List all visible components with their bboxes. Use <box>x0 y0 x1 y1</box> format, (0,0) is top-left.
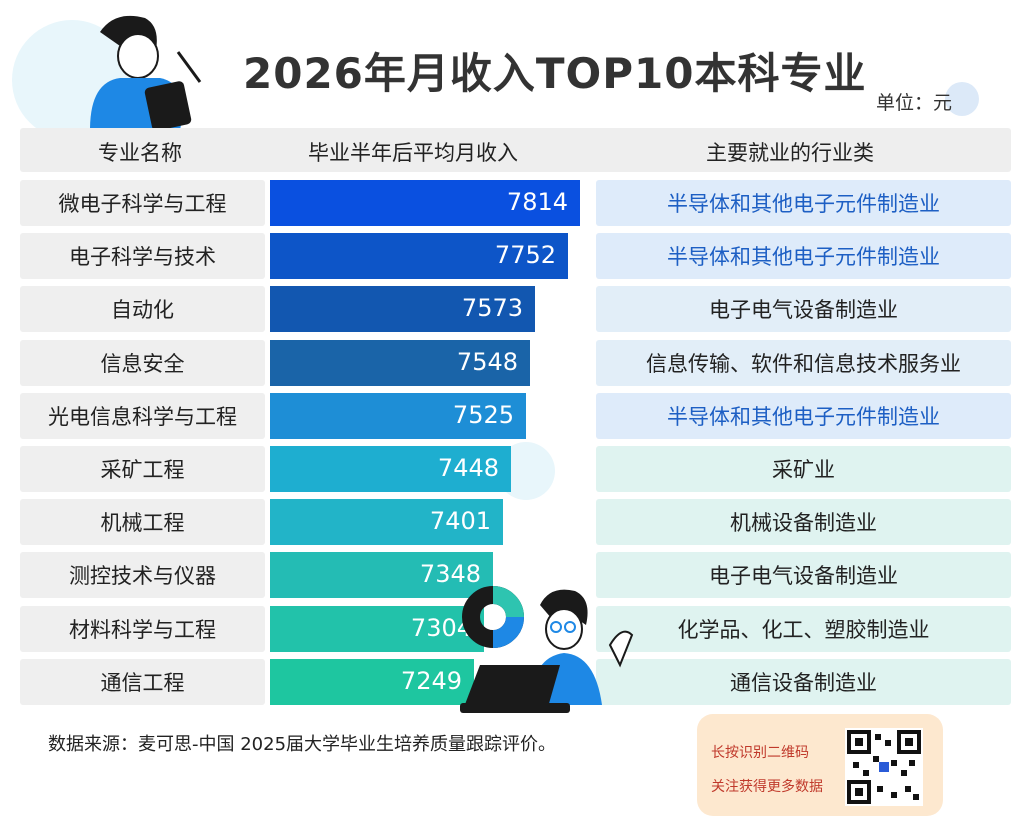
table-header: 专业名称 毕业半年后平均月收入 主要就业的行业类 <box>20 128 1011 172</box>
income-value: 7448 <box>437 454 499 482</box>
income-value: 7249 <box>400 667 462 695</box>
major-name: 微电子科学与工程 <box>20 180 265 226</box>
industry-label: 采矿业 <box>596 446 1011 492</box>
industry-label: 半导体和其他电子元件制造业 <box>596 233 1011 279</box>
unit-label: 单位：元 <box>876 92 953 114</box>
income-bar: 7814 <box>270 180 580 226</box>
income-value: 7573 <box>461 294 523 322</box>
data-source: 数据来源：麦可思-中国 2025届大学毕业生培养质量跟踪评价。 <box>48 734 557 755</box>
industry-label: 电子电气设备制造业 <box>596 552 1011 598</box>
person-with-tablet-illustration <box>90 15 202 130</box>
header-major: 专业名称 <box>98 141 182 165</box>
income-bar: 7249 <box>270 659 474 705</box>
income-value: 7348 <box>419 560 481 588</box>
major-name: 机械工程 <box>20 499 265 545</box>
major-name: 电子科学与技术 <box>20 233 265 279</box>
industry-label: 机械设备制造业 <box>596 499 1011 545</box>
qr-line2: 关注获得更多数据 <box>711 779 823 795</box>
income-value: 7401 <box>429 507 491 535</box>
income-value: 7304 <box>410 614 472 642</box>
income-bar: 7448 <box>270 446 511 492</box>
major-name: 采矿工程 <box>20 446 265 492</box>
income-value: 7752 <box>494 241 556 269</box>
header-industry: 主要就业的行业类 <box>706 141 874 165</box>
qr-card[interactable]: 长按识别二维码 关注获得更多数据 <box>697 714 943 816</box>
income-bar: 7548 <box>270 340 530 386</box>
income-bar: 7752 <box>270 233 568 279</box>
industry-label: 化学品、化工、塑胶制造业 <box>596 606 1011 652</box>
industry-label: 信息传输、软件和信息技术服务业 <box>596 340 1011 386</box>
qr-code[interactable] <box>845 728 923 806</box>
industry-label: 半导体和其他电子元件制造业 <box>596 180 1011 226</box>
income-value: 7814 <box>506 188 568 216</box>
industry-label: 通信设备制造业 <box>596 659 1011 705</box>
income-bar: 7304 <box>270 606 484 652</box>
major-name: 通信工程 <box>20 659 265 705</box>
donut-chart-illustration <box>462 586 524 648</box>
major-name: 光电信息科学与工程 <box>20 393 265 439</box>
major-name: 材料科学与工程 <box>20 606 265 652</box>
qr-line1: 长按识别二维码 <box>711 745 809 761</box>
major-name: 测控技术与仪器 <box>20 552 265 598</box>
industry-label: 半导体和其他电子元件制造业 <box>596 393 1011 439</box>
income-bar: 7573 <box>270 286 535 332</box>
person-with-laptop-illustration <box>460 589 634 713</box>
chart-title: 2026年月收入TOP10本科专业 <box>243 49 867 98</box>
income-bar: 7525 <box>270 393 526 439</box>
industry-label: 电子电气设备制造业 <box>596 286 1011 332</box>
header-income: 毕业半年后平均月收入 <box>308 141 518 165</box>
unit-decoration <box>945 82 979 116</box>
major-name: 自动化 <box>20 286 265 332</box>
income-value: 7548 <box>456 348 518 376</box>
major-name: 信息安全 <box>20 340 265 386</box>
income-bar: 7401 <box>270 499 503 545</box>
income-value: 7525 <box>452 401 514 429</box>
income-bar: 7348 <box>270 552 493 598</box>
